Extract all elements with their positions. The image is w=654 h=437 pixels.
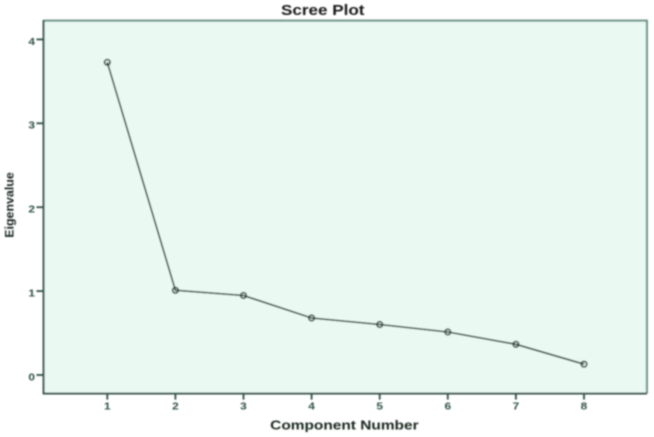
- svg-text:3: 3: [240, 401, 247, 413]
- svg-text:4: 4: [308, 401, 315, 413]
- svg-text:3: 3: [28, 120, 35, 132]
- svg-text:Eigenvalue: Eigenvalue: [2, 172, 16, 238]
- svg-text:1: 1: [104, 401, 111, 413]
- svg-text:1: 1: [28, 288, 35, 300]
- svg-text:4: 4: [28, 36, 35, 48]
- svg-text:6: 6: [445, 401, 452, 413]
- svg-text:Scree Plot: Scree Plot: [281, 2, 365, 19]
- svg-text:0: 0: [28, 371, 35, 383]
- svg-text:5: 5: [376, 401, 383, 413]
- svg-text:8: 8: [581, 401, 588, 413]
- svg-text:Component Number: Component Number: [270, 419, 419, 433]
- svg-text:7: 7: [513, 401, 520, 413]
- svg-text:2: 2: [28, 204, 35, 216]
- svg-text:2: 2: [172, 401, 179, 413]
